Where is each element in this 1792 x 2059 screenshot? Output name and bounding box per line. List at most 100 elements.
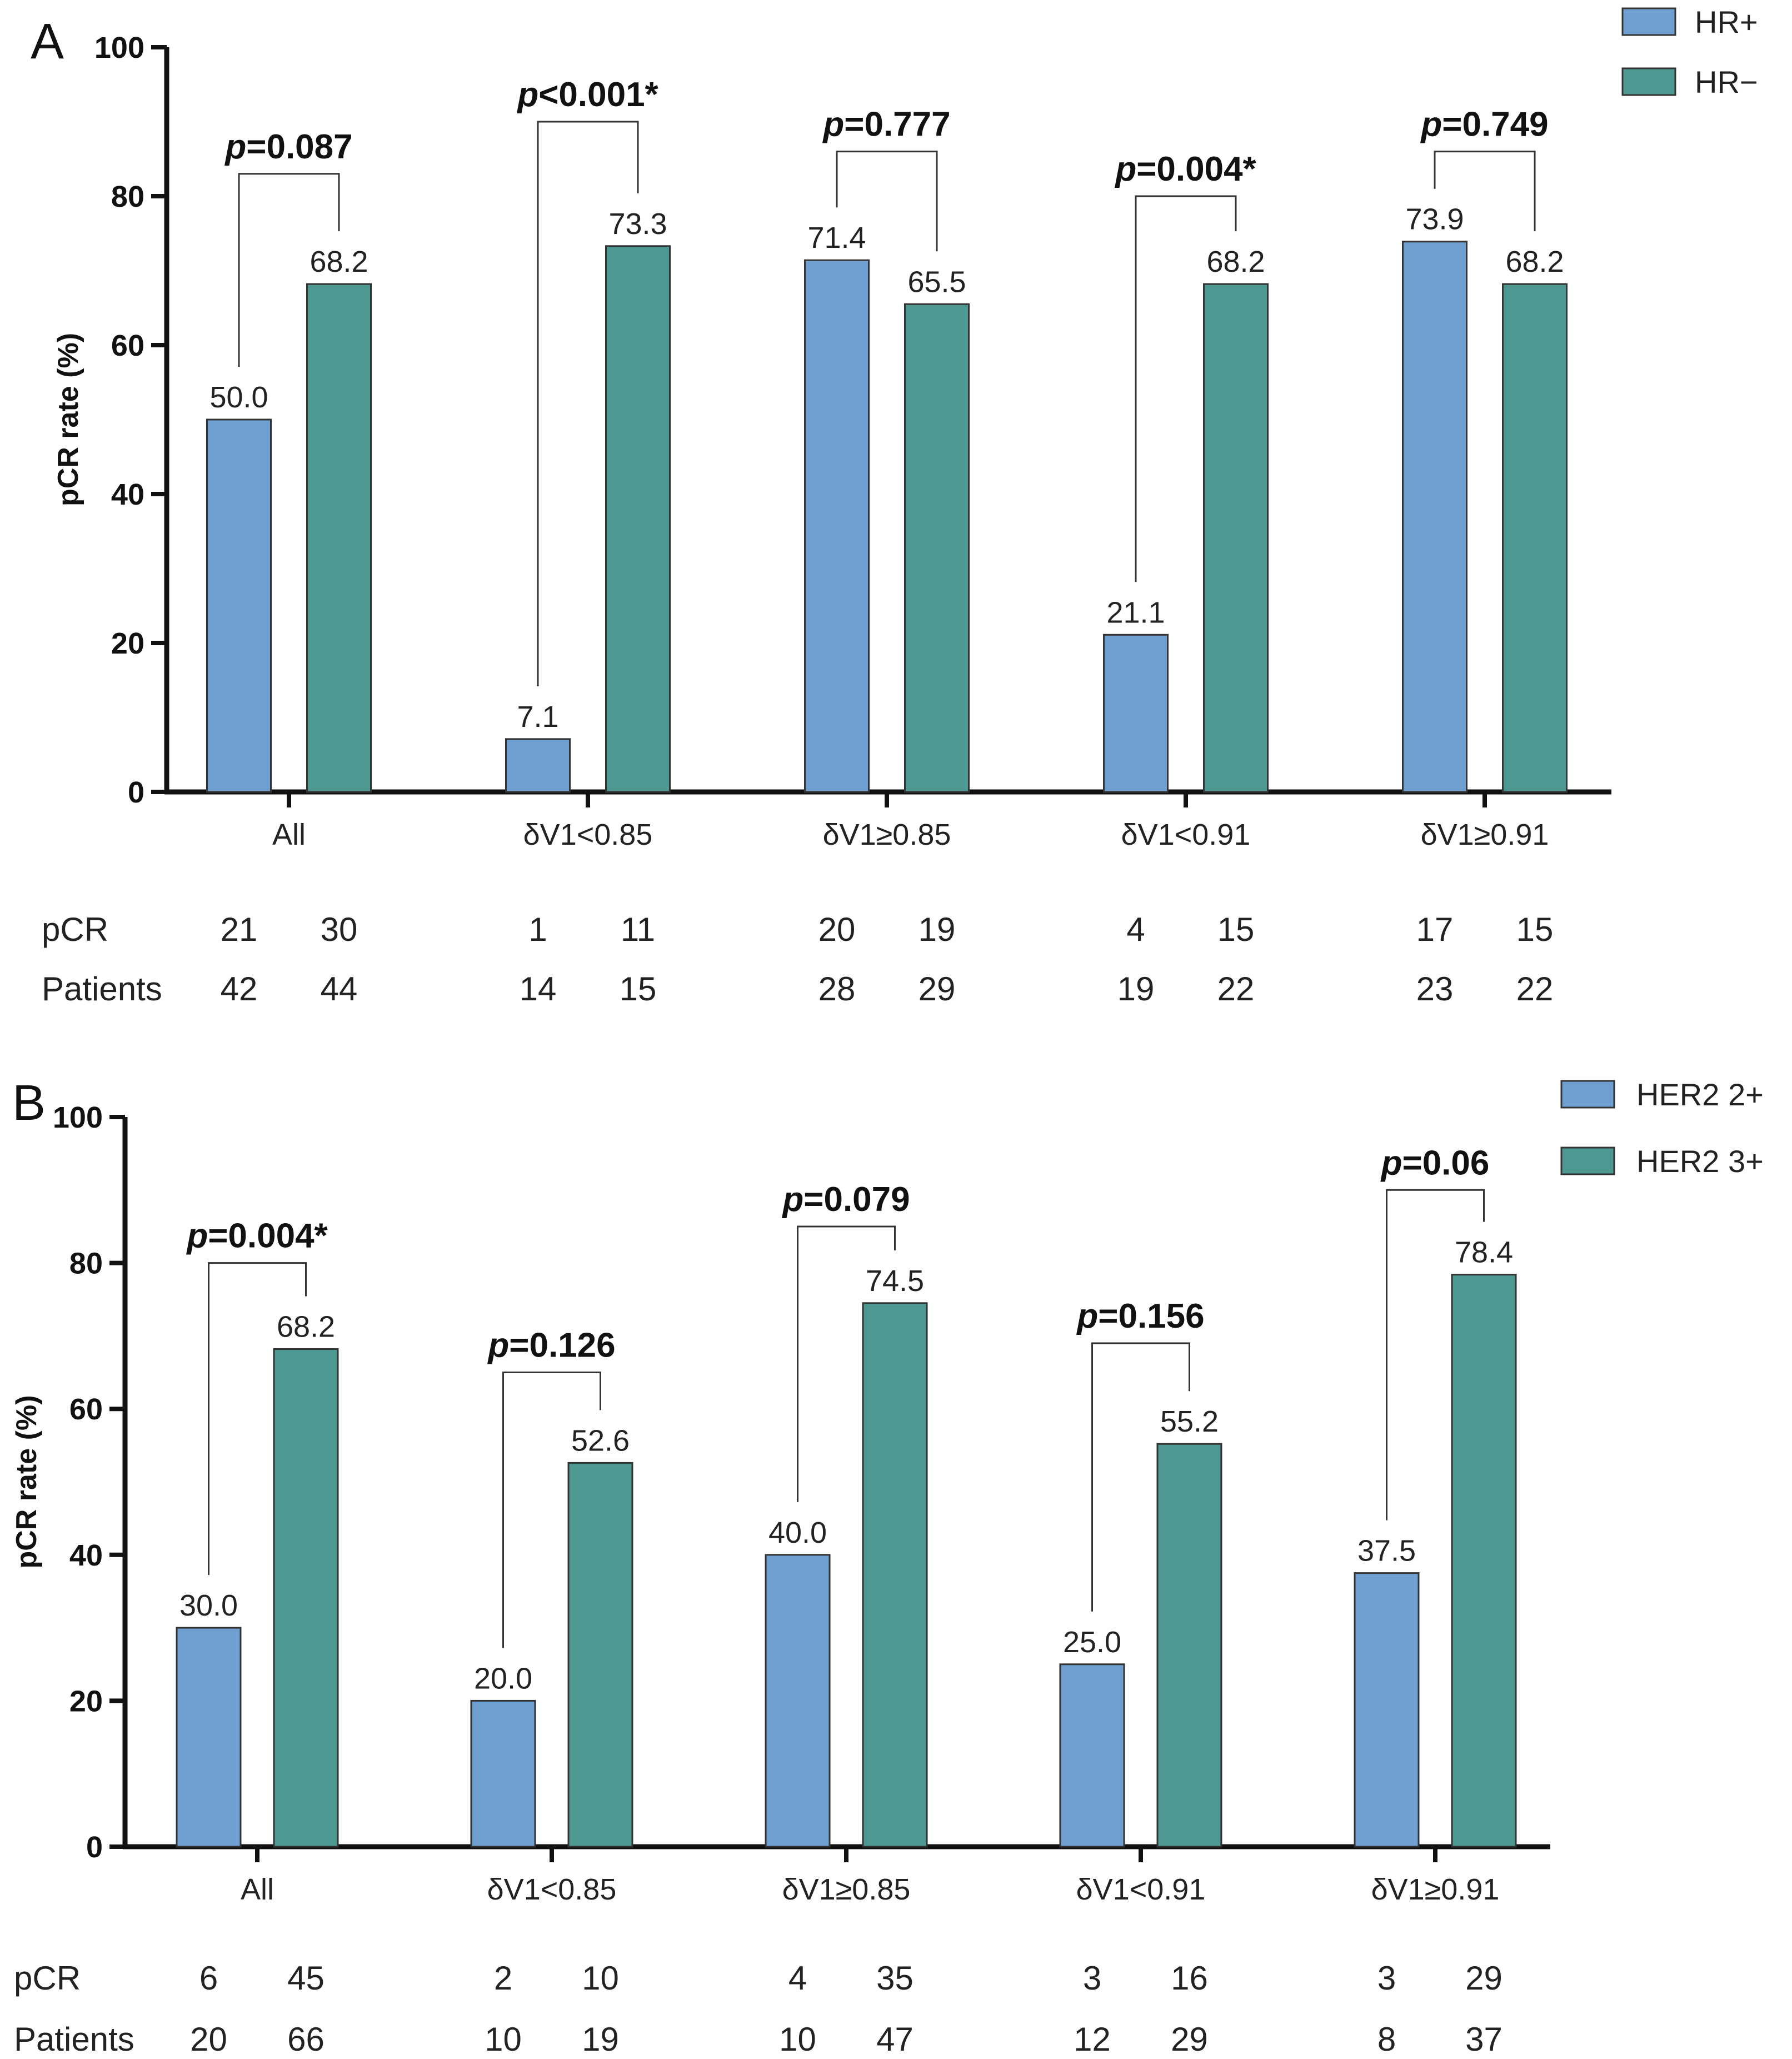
p-value-p: p (224, 128, 246, 166)
table-pcr-value: 45 (287, 1960, 325, 1997)
table-pcr-value: 3 (1377, 1960, 1396, 1997)
p-value-text: =0.06 (1402, 1144, 1489, 1182)
table-pcr-value: 16 (1171, 1960, 1208, 1997)
bar-series1 (804, 259, 870, 793)
legend-label: HR− (1695, 64, 1758, 99)
table-pcr-value: 10 (582, 1960, 619, 1997)
p-value-label: p=0.004* (1114, 150, 1256, 188)
p-value-p: p (487, 1327, 509, 1365)
bar-value-label: 30.0 (179, 1589, 238, 1622)
significance-bracket (797, 1225, 896, 1502)
bar-value-label: 74.5 (866, 1264, 924, 1298)
legend-swatch-series2 (1621, 67, 1676, 96)
table-patients-value: 44 (321, 970, 358, 1008)
significance-bracket (208, 1262, 307, 1576)
bar-value-label: 37.5 (1357, 1534, 1416, 1568)
category-label: All (272, 818, 306, 851)
p-value-label: p=0.004* (186, 1217, 328, 1255)
bar-series1 (505, 738, 571, 793)
p-value-label: p=0.079 (781, 1180, 910, 1219)
table-patients-value: 29 (919, 970, 956, 1008)
p-value-p: p (1380, 1144, 1402, 1182)
table-patients-value: 10 (485, 2021, 522, 2058)
bar-value-label: 68.2 (1505, 245, 1564, 278)
significance-bracket (1135, 195, 1237, 582)
bar-series2 (1156, 1443, 1222, 1848)
table-patients-value: 8 (1377, 2021, 1396, 2058)
y-tick-label: 20 (111, 627, 144, 660)
category-label: δV1≥0.85 (782, 1873, 911, 1906)
p-value-p: p (186, 1217, 208, 1255)
bar-series1 (1103, 634, 1169, 793)
table-row-label-patients: Patients (14, 2021, 134, 2058)
table-patients-value: 10 (779, 2021, 816, 2058)
p-value-p: p (1420, 106, 1442, 144)
p-value-label: p=0.06 (1380, 1144, 1490, 1182)
bar-series2 (605, 245, 671, 793)
y-tick-label: 80 (69, 1247, 103, 1280)
y-tick-label: 60 (111, 329, 144, 362)
significance-bracket (238, 173, 340, 367)
table-row-label-pcr: pCR (42, 911, 108, 948)
p-value-text: =0.156 (1098, 1297, 1204, 1335)
table-row-label-pcr: pCR (14, 1960, 81, 1997)
table-patients-value: 14 (520, 970, 557, 1008)
bar-series2 (1203, 283, 1269, 793)
legend-label: HR+ (1695, 4, 1758, 39)
p-value-text: =0.079 (803, 1180, 910, 1219)
bar-series1 (1059, 1663, 1125, 1848)
bar-value-label: 68.2 (1206, 245, 1265, 278)
p-value-label: p=0.087 (224, 128, 352, 166)
y-tick-label: 40 (69, 1539, 103, 1572)
bar-series2 (904, 303, 970, 793)
bar-value-label: 78.4 (1455, 1236, 1513, 1269)
bar-series1 (1354, 1572, 1420, 1848)
table-pcr-value: 30 (321, 911, 358, 948)
y-tick-label: 20 (69, 1684, 103, 1718)
bar-value-label: 25.0 (1063, 1626, 1121, 1659)
category-label: δV1≥0.85 (823, 818, 951, 851)
bar-series1 (176, 1627, 242, 1848)
category-label: δV1<0.91 (1121, 818, 1251, 851)
p-value-label: p=0.749 (1420, 106, 1548, 144)
significance-bracket (502, 1372, 601, 1648)
table-pcr-value: 21 (221, 911, 258, 948)
y-tick-label: 60 (69, 1393, 103, 1426)
significance-bracket (836, 151, 938, 252)
table-patients-value: 20 (190, 2021, 227, 2058)
category-label: δV1≥0.91 (1371, 1873, 1500, 1906)
panel-letter: A (31, 14, 64, 69)
table-pcr-value: 4 (1126, 911, 1145, 948)
table-pcr-value: 15 (1217, 911, 1255, 948)
bar-series2 (273, 1348, 339, 1848)
p-value-text: =0.004* (1136, 150, 1256, 188)
y-tick-label: 0 (86, 1831, 103, 1864)
table-pcr-value: 20 (818, 911, 856, 948)
table-patients-value: 66 (287, 2021, 325, 2058)
p-value-label: p<0.001* (516, 76, 658, 114)
table-patients-value: 28 (818, 970, 856, 1008)
category-label: δV1≥0.91 (1421, 818, 1549, 851)
p-value-text: =0.777 (844, 106, 950, 144)
bar-value-label: 40.0 (768, 1516, 827, 1549)
significance-bracket (1386, 1189, 1485, 1520)
legend-swatch-series1 (1621, 7, 1676, 36)
y-axis-title: pCR rate (%) (11, 1395, 43, 1568)
bar-value-label: 73.3 (608, 207, 667, 241)
bar-series2 (1451, 1274, 1517, 1848)
y-tick-label: 100 (53, 1101, 103, 1134)
table-pcr-value: 15 (1516, 911, 1554, 948)
y-tick-label: 80 (111, 180, 144, 213)
table-patients-value: 23 (1416, 970, 1454, 1008)
bar-value-label: 71.4 (807, 221, 866, 255)
significance-bracket (1091, 1342, 1190, 1612)
legend-label: HER2 3+ (1636, 1144, 1764, 1179)
table-patients-value: 15 (620, 970, 657, 1008)
legend-label: HER2 2+ (1636, 1077, 1764, 1112)
y-tick-label: 40 (111, 478, 144, 511)
table-patients-value: 19 (1117, 970, 1155, 1008)
category-label: All (241, 1873, 274, 1906)
p-value-label: p=0.777 (822, 106, 950, 144)
table-pcr-value: 19 (919, 911, 956, 948)
